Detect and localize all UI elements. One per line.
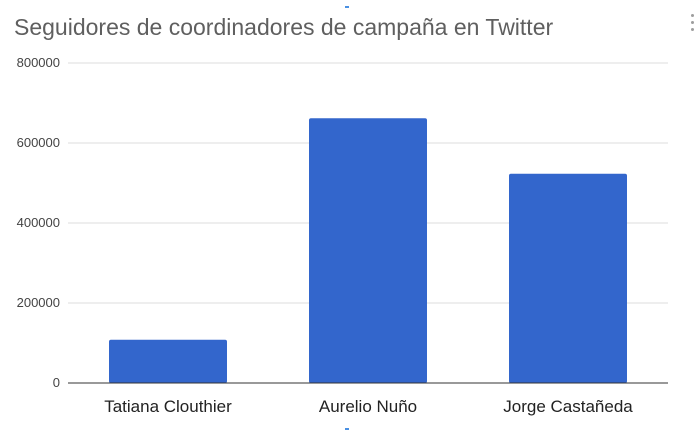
selection-handle-top[interactable]	[345, 6, 349, 8]
more-options-icon[interactable]	[690, 14, 696, 36]
bar[interactable]	[509, 173, 627, 383]
chart-title: Seguidores de coordinadores de campaña e…	[14, 14, 554, 40]
y-axis-ticks: 0 200000 400000 600000 800000	[17, 55, 60, 390]
x-category-label: Aurelio Nuño	[319, 397, 417, 416]
selection-handle-bottom[interactable]	[345, 428, 349, 430]
x-axis-categories: Tatiana Clouthier Aurelio Nuño Jorge Casta…	[104, 397, 633, 416]
bar[interactable]	[309, 118, 427, 383]
y-tick-label: 600000	[17, 135, 60, 150]
y-tick-label: 400000	[17, 215, 60, 230]
x-category-label: Tatiana Clouthier	[104, 397, 232, 416]
x-category-label: Jorge Castañeda	[503, 397, 633, 416]
y-tick-label: 200000	[17, 295, 60, 310]
bar[interactable]	[109, 339, 227, 383]
y-tick-label: 800000	[17, 55, 60, 70]
bars	[109, 118, 627, 383]
y-tick-label: 0	[53, 375, 60, 390]
